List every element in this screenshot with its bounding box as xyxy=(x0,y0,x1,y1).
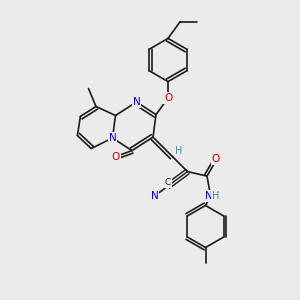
Text: H: H xyxy=(176,146,183,156)
Text: N: N xyxy=(205,191,212,201)
Text: N: N xyxy=(109,133,116,143)
Text: C: C xyxy=(165,178,171,187)
Text: N: N xyxy=(151,191,158,201)
Text: O: O xyxy=(164,93,172,103)
Text: O: O xyxy=(212,154,220,164)
Text: O: O xyxy=(111,152,120,162)
Text: N: N xyxy=(133,97,140,107)
Text: H: H xyxy=(212,191,219,201)
